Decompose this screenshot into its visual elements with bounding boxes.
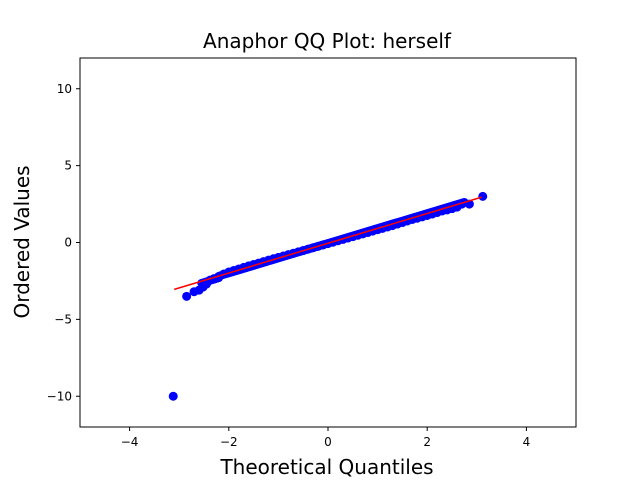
x-tick-label: −2 [220, 435, 238, 449]
data-points [168, 191, 488, 401]
y-axis-label: Ordered Values [10, 165, 34, 318]
x-tick-label: 0 [324, 435, 332, 449]
x-tick-label: −4 [121, 435, 139, 449]
y-tick-label: −10 [47, 389, 72, 403]
data-point [182, 291, 192, 301]
y-tick-label: 10 [57, 82, 72, 96]
x-tick-label: 2 [423, 435, 431, 449]
y-tick-label: 5 [64, 159, 72, 173]
data-point [478, 191, 488, 201]
x-axis-label: Theoretical Quantiles [219, 455, 433, 479]
y-tick-label: −5 [54, 312, 72, 326]
x-axis-ticks: −4 −2 0 2 4 [121, 427, 530, 449]
data-point [168, 391, 178, 401]
chart-title: Anaphor QQ Plot: herself [203, 29, 452, 53]
y-tick-label: 0 [64, 236, 72, 250]
y-axis-ticks: −10 −5 0 5 10 [47, 82, 80, 403]
fit-line [174, 196, 482, 291]
x-tick-label: 4 [523, 435, 531, 449]
